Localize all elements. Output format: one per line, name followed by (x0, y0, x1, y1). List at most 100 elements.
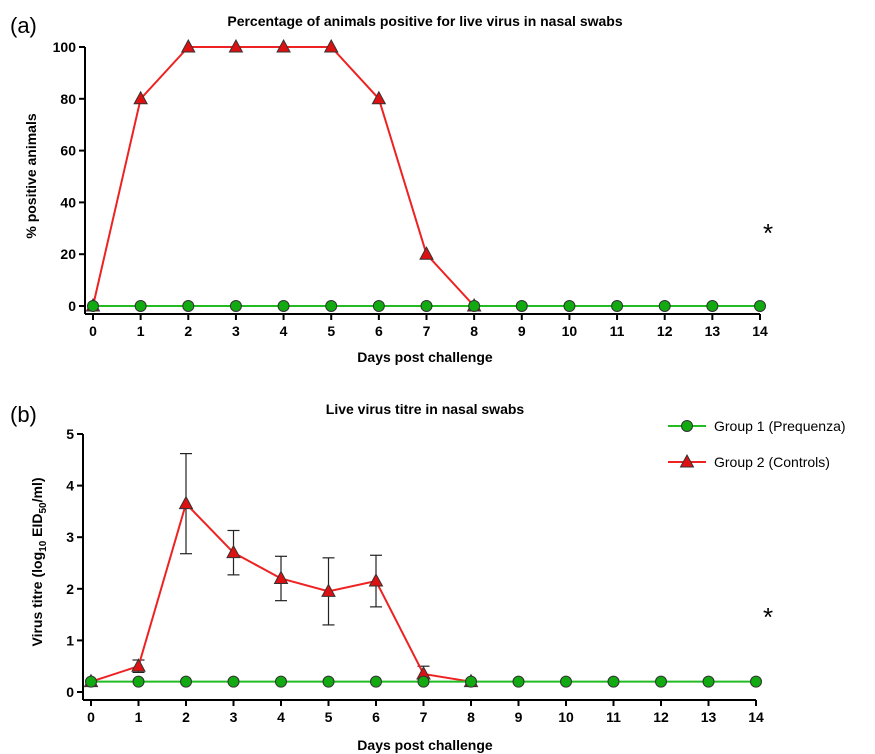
chart-b-group1-point (370, 675, 382, 688)
chart-b-y-tick-label: 2 (66, 581, 74, 597)
chart-a-y-tick-label: 80 (60, 91, 76, 107)
chart-a-title: Percentage of animals positive for live … (227, 13, 622, 29)
chart-b-group1-point (275, 675, 287, 688)
chart-a-group2-line (92, 46, 475, 307)
chart-a-x-tick-label: 0 (89, 323, 97, 339)
chart-b-group2-point (273, 570, 289, 584)
chart-b-ylabel-part-3: /ml) (29, 477, 45, 502)
chart-b-x-tick-label: 8 (467, 709, 475, 725)
chart-a-group1-point (420, 300, 433, 312)
chart-a-x-tick-label: 14 (752, 323, 768, 339)
chart-a-x-tick-label: 6 (375, 323, 383, 339)
chart-b-group1-point (560, 675, 572, 688)
chart-a-group1-point (706, 300, 719, 312)
chart-a-x-tick-label: 8 (470, 323, 478, 339)
chart-a-group2-point (276, 38, 291, 53)
chart-a-x-tick-label: 13 (705, 323, 721, 339)
chart-a-x-tick-label: 3 (232, 323, 240, 339)
chart-a-x-tick-label: 5 (327, 323, 335, 339)
chart-a-group2-point (228, 38, 244, 53)
chart-b-group1-point (85, 675, 97, 688)
chart-a-group1-point (515, 300, 528, 312)
chart-b-y-tick-label: 1 (66, 632, 74, 648)
chart-a-xlabel: Days post challenge (357, 349, 493, 365)
chart-a-group1-point (325, 300, 338, 312)
chart-a-group1-point (611, 300, 624, 312)
chart-b-group2-point (178, 495, 194, 510)
legend-group1-label: Group 1 (Prequenza) (714, 418, 846, 434)
chart-b-group1-point (465, 675, 477, 688)
chart-a-group1-point (134, 300, 147, 312)
chart-b-group1-point (132, 675, 145, 688)
chart-b-x-tick-label: 14 (748, 709, 764, 725)
chart-a-x-tick-label: 11 (610, 323, 625, 339)
chart-a-group1-point (372, 300, 385, 312)
chart-a-group1-point (563, 300, 576, 312)
chart-b-x-tick-label: 0 (87, 709, 95, 725)
chart-b-group2-point (226, 544, 241, 559)
chart-a-group1-point (754, 300, 766, 312)
chart-b-group2-point (368, 573, 384, 587)
chart-a-x-tick-label: 4 (280, 323, 288, 339)
chart-b-group1-point (702, 675, 715, 688)
chart-a-group2-point (371, 90, 387, 105)
panel-a-label: (a) (10, 13, 37, 38)
chart-b-group2-point (321, 583, 336, 597)
chart-a-group1-point (468, 300, 481, 312)
chart-b-group2-point (131, 658, 146, 672)
legend-group1-marker (681, 420, 693, 432)
chart-a-ylabel: % positive animals (23, 113, 39, 238)
chart-b-x-tick-label: 7 (420, 709, 428, 725)
chart-a-y-tick-label: 0 (68, 298, 76, 314)
chart-a-x-tick-label: 1 (137, 323, 145, 339)
chart-a-x-tick-label: 2 (184, 323, 192, 339)
chart-b-group1-point (227, 675, 240, 688)
chart-b-x-tick-label: 5 (325, 709, 333, 725)
chart-b-group1-point (322, 675, 335, 688)
chart-b-x-tick-label: 6 (372, 709, 380, 725)
chart-a-x-tick-label: 7 (423, 323, 431, 339)
chart-b-group1-point (512, 675, 525, 688)
chart-b-x-tick-label: 9 (515, 709, 523, 725)
chart-b-x-tick-label: 4 (277, 709, 285, 725)
chart-b-y-tick-label: 0 (66, 684, 74, 700)
chart-b-group1-point (180, 675, 192, 688)
chart-b-group1-point (417, 675, 430, 688)
chart-b-y-tick-label: 3 (66, 529, 74, 545)
legend: Group 1 (Prequenza) Group 2 (Controls) (668, 418, 846, 470)
chart-a-group1-point (277, 300, 290, 312)
chart-b-group1-point (607, 675, 620, 688)
chart-a-y-tick-label: 60 (60, 143, 76, 159)
chart-b-y-tick-label: 4 (66, 478, 74, 494)
chart-b-x-tick-label: 11 (606, 709, 621, 725)
chart-a-group1-point (229, 300, 242, 312)
chart-b-annotation: * (763, 602, 773, 632)
chart-b-ylabel-part-1: Virus titre (log (29, 552, 45, 647)
chart-a-x-tick-label: 10 (562, 323, 578, 339)
chart-b-ylabel-sub-1: 10 (38, 540, 49, 552)
chart-a-group2-point (180, 38, 196, 53)
legend-group2-label: Group 2 (Controls) (714, 454, 830, 470)
chart-b-y-tick-label: 5 (66, 426, 74, 442)
chart-b-group1-point (655, 675, 667, 688)
chart-a-y-tick-label: 40 (60, 194, 76, 210)
chart-a-group1-point (182, 300, 195, 312)
chart-a-x-tick-label: 9 (518, 323, 526, 339)
chart-b-x-tick-label: 12 (653, 709, 669, 725)
chart-a-y-tick-label: 100 (53, 39, 77, 55)
chart-b-ylabel-sub-2: 50 (38, 502, 49, 514)
chart-b-x-tick-label: 13 (701, 709, 717, 725)
chart-a-group2-point (419, 246, 434, 260)
chart-b-ylabel: Virus titre (log10 EID50/ml) (29, 477, 49, 646)
chart-a-annotation: * (763, 218, 773, 248)
legend-group2-marker (679, 453, 695, 468)
chart-a-group2-point (323, 38, 339, 53)
chart-b-title: Live virus titre in nasal swabs (326, 401, 525, 417)
chart-b-x-tick-label: 3 (230, 709, 238, 725)
chart-b-x-tick-label: 1 (135, 709, 143, 725)
chart-a-group2-point (133, 90, 148, 105)
chart-b-x-tick-label: 2 (182, 709, 190, 725)
chart-b-x-tick-label: 10 (558, 709, 574, 725)
